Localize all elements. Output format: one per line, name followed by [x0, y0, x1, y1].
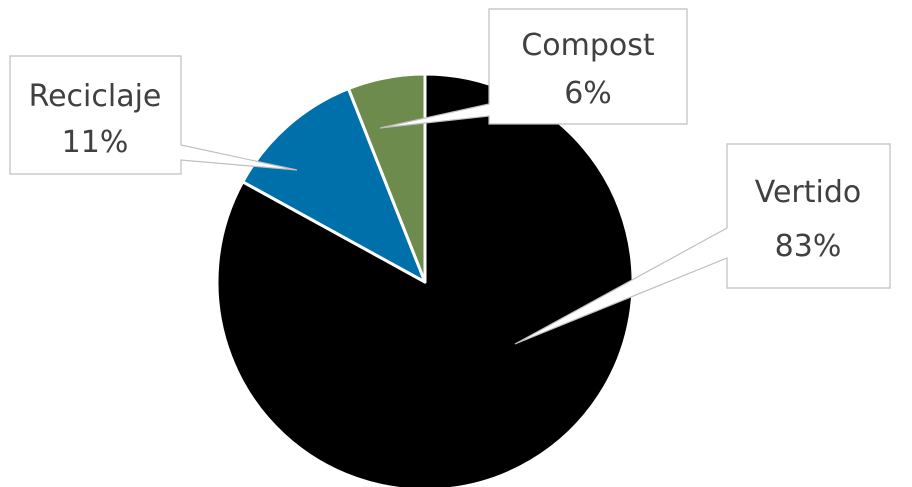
- data-label-vertido-value: 83%: [775, 229, 842, 264]
- pie-slice-reciclaje: [241, 87, 427, 284]
- pie-slices: [215, 72, 635, 487]
- data-label-reciclaje-category: Reciclaje: [29, 79, 162, 114]
- pie-slice-compost: [346, 72, 427, 284]
- callout-vertido: Vertido 83%: [514, 143, 891, 345]
- data-label-compost-category: Compost: [521, 28, 655, 63]
- pie-slice-vertido: [215, 72, 635, 487]
- callout-compost: Compost 6%: [379, 8, 688, 129]
- data-label-compost-value: 6%: [564, 76, 612, 111]
- data-label-reciclaje-value: 11%: [62, 125, 129, 160]
- data-label-vertido-category: Vertido: [755, 175, 861, 210]
- data-label-callouts: Vertido 83% Reciclaje 11% Compost 6%: [9, 8, 891, 345]
- callout-reciclaje: Reciclaje 11%: [9, 55, 298, 175]
